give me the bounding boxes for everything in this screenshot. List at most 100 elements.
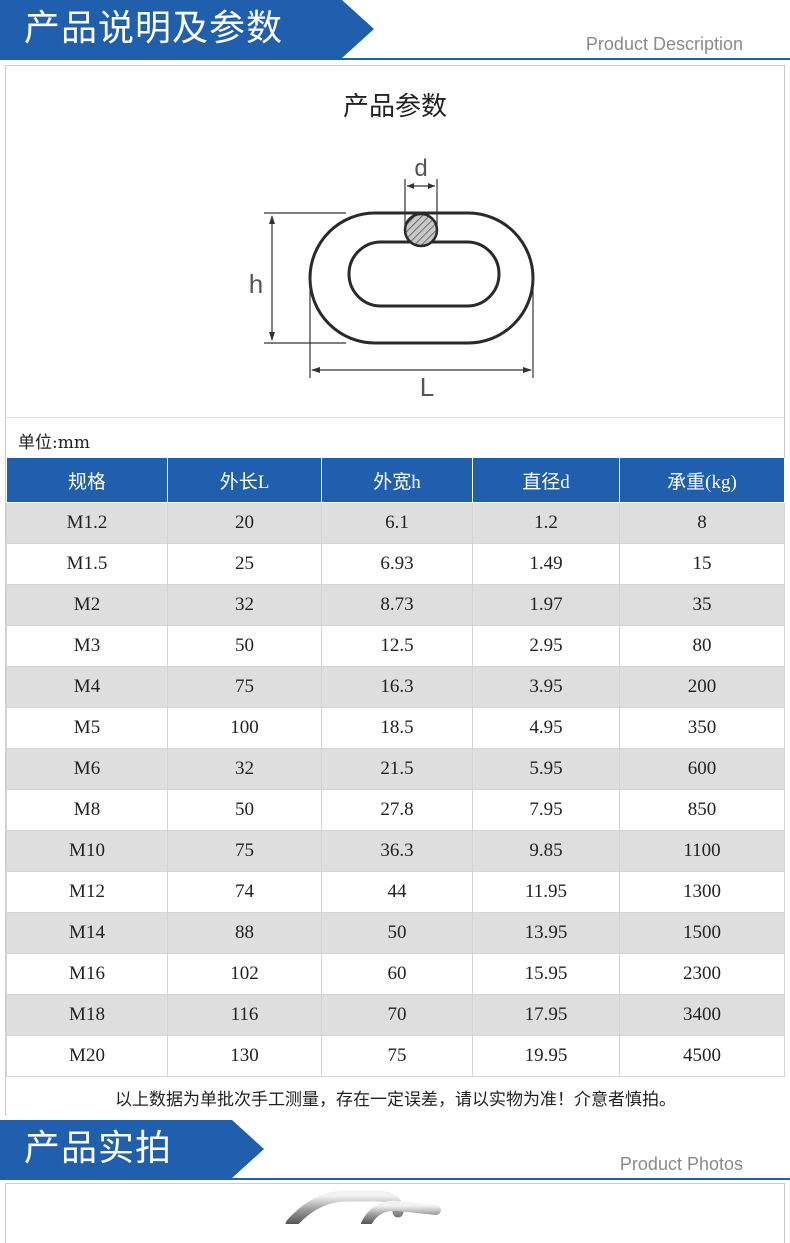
table-note: 以上数据为单批次手工测量，存在一定误差，请以实物为准！介意者慎拍。 <box>6 1076 785 1117</box>
cell-spec: M18 <box>6 994 168 1036</box>
cell-load: 2300 <box>619 953 785 995</box>
cell-diameter: 17.95 <box>472 994 620 1036</box>
cell-width: 18.5 <box>321 707 473 749</box>
cell-diameter: 4.95 <box>472 707 620 749</box>
cell-width: 16.3 <box>321 666 473 708</box>
cell-length: 50 <box>167 789 322 831</box>
cell-width: 36.3 <box>321 830 473 872</box>
panel-title: 产品参数 <box>342 92 447 122</box>
cell-length: 32 <box>167 748 322 790</box>
cell-load: 3400 <box>619 994 785 1036</box>
section-banner-photos: 产品实拍 Product Photos <box>0 1120 790 1182</box>
cell-load: 8 <box>619 502 785 544</box>
cell-spec: M3 <box>6 625 168 667</box>
cell-spec: M4 <box>6 666 168 708</box>
cell-load: 15 <box>619 543 785 585</box>
section-title: 产品说明及参数 <box>0 0 374 58</box>
cell-length: 102 <box>167 953 322 995</box>
table-row: M3 50 12.5 2.95 80 <box>6 625 785 667</box>
table-row: M2 32 8.73 1.97 35 <box>6 584 785 626</box>
cell-diameter: 1.97 <box>472 584 620 626</box>
dim-label-h: h <box>249 269 263 299</box>
cell-diameter: 11.95 <box>472 871 620 913</box>
banner-rule <box>0 1178 790 1180</box>
header-width: 外宽h <box>321 458 473 503</box>
table-row: M6 32 21.5 5.95 600 <box>6 748 785 790</box>
table-row: M20 130 75 19.95 4500 <box>6 1035 785 1077</box>
cell-spec: M5 <box>6 707 168 749</box>
table-row: M5 100 18.5 4.95 350 <box>6 707 785 749</box>
cell-length: 20 <box>167 502 322 544</box>
table-row: M1.2 20 6.1 1.2 8 <box>6 502 785 544</box>
cell-width: 6.1 <box>321 502 473 544</box>
cell-diameter: 19.95 <box>472 1035 620 1077</box>
cell-diameter: 2.95 <box>472 625 620 667</box>
parameter-panel: 产品参数 d h L 单位: <box>5 65 785 1117</box>
unit-label: 单位:mm <box>18 433 90 453</box>
chain-link-diagram: d h L <box>249 155 535 402</box>
header-length: 外长L <box>167 458 322 503</box>
cell-width: 44 <box>321 871 473 913</box>
section-banner-description: 产品说明及参数 Product Description <box>0 0 790 62</box>
cell-load: 1300 <box>619 871 785 913</box>
table-row: M8 50 27.8 7.95 850 <box>6 789 785 831</box>
table-row: M14 88 50 13.95 1500 <box>6 912 785 954</box>
cell-length: 75 <box>167 830 322 872</box>
cell-load: 1100 <box>619 830 785 872</box>
cell-diameter: 1.49 <box>472 543 620 585</box>
cell-width: 21.5 <box>321 748 473 790</box>
cell-spec: M16 <box>6 953 168 995</box>
banner-rule <box>0 58 790 60</box>
section-subtitle: Product Photos <box>619 1154 743 1174</box>
cell-width: 27.8 <box>321 789 473 831</box>
cell-width: 6.93 <box>321 543 473 585</box>
section-title: 产品实拍 <box>0 1120 264 1178</box>
table-row: M4 75 16.3 3.95 200 <box>6 666 785 708</box>
cell-diameter: 3.95 <box>472 666 620 708</box>
cell-spec: M2 <box>6 584 168 626</box>
cell-length: 75 <box>167 666 322 708</box>
cell-width: 70 <box>321 994 473 1036</box>
table-row: M18 116 70 17.95 3400 <box>6 994 785 1036</box>
dim-label-d: d <box>414 155 427 182</box>
cell-length: 25 <box>167 543 322 585</box>
cell-spec: M20 <box>6 1035 168 1077</box>
cell-diameter: 13.95 <box>472 912 620 954</box>
cell-diameter: 5.95 <box>472 748 620 790</box>
cell-spec: M10 <box>6 830 168 872</box>
cell-diameter: 9.85 <box>472 830 620 872</box>
chain-photo <box>285 1190 441 1230</box>
cell-spec: M8 <box>6 789 168 831</box>
cell-load: 850 <box>619 789 785 831</box>
cell-spec: M14 <box>6 912 168 954</box>
cell-length: 116 <box>167 994 322 1036</box>
table-row: M16 102 60 15.95 2300 <box>6 953 785 995</box>
cell-load: 80 <box>619 625 785 667</box>
cell-length: 100 <box>167 707 322 749</box>
link-inner-outline <box>347 240 501 308</box>
cell-load: 600 <box>619 748 785 790</box>
cell-spec: M12 <box>6 871 168 913</box>
cell-width: 12.5 <box>321 625 473 667</box>
header-load: 承重(kg) <box>619 458 785 503</box>
photo-panel <box>5 1183 785 1243</box>
table-row: M1.5 25 6.93 1.49 15 <box>6 543 785 585</box>
cell-load: 350 <box>619 707 785 749</box>
cell-width: 50 <box>321 912 473 954</box>
cell-load: 1500 <box>619 912 785 954</box>
cell-width: 75 <box>321 1035 473 1077</box>
divider <box>6 417 784 418</box>
header-diameter: 直径d <box>472 458 620 503</box>
cell-diameter: 15.95 <box>472 953 620 995</box>
dim-label-L: L <box>420 372 434 402</box>
cell-diameter: 7.95 <box>472 789 620 831</box>
cell-load: 35 <box>619 584 785 626</box>
cell-length: 130 <box>167 1035 322 1077</box>
cell-spec: M1.2 <box>6 502 168 544</box>
cell-load: 4500 <box>619 1035 785 1077</box>
spec-header-row: 规格 外长L 外宽h 直径d 承重(kg) <box>6 458 785 503</box>
wire-cross-section <box>403 212 439 248</box>
cell-width: 8.73 <box>321 584 473 626</box>
table-row: M12 74 44 11.95 1300 <box>6 871 785 913</box>
cell-spec: M6 <box>6 748 168 790</box>
